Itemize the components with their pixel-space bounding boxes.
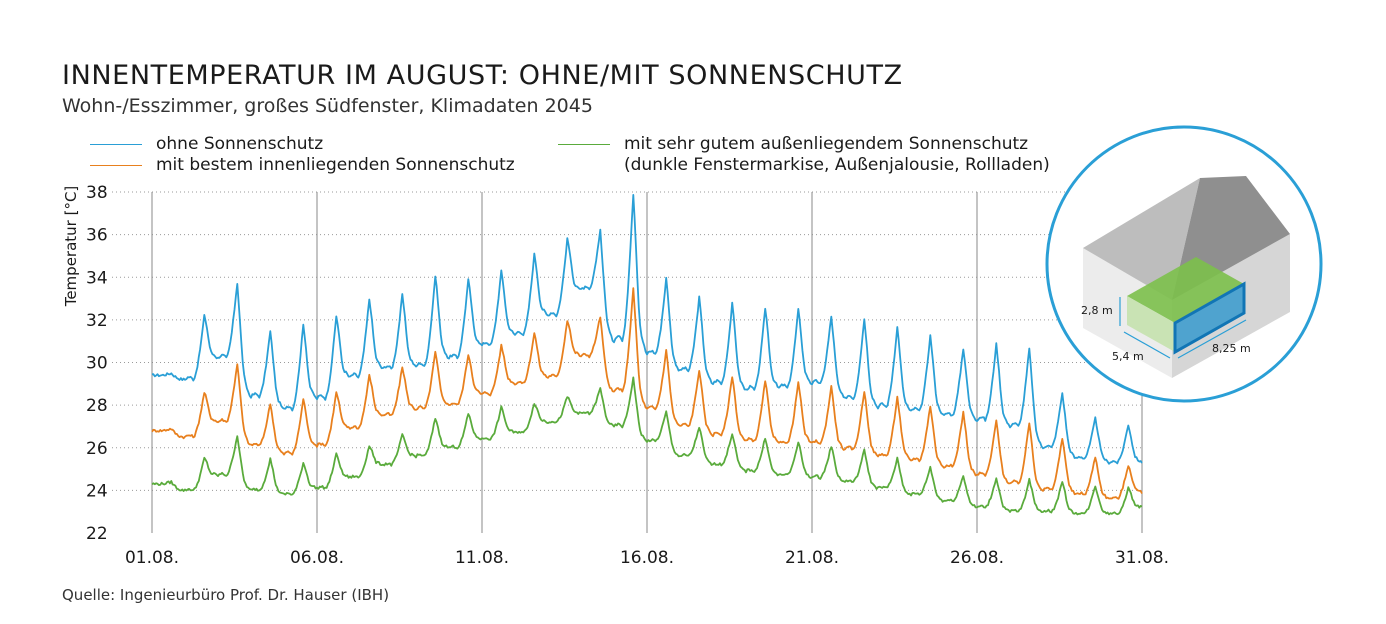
- height-dimension-label: 2,8 m: [1081, 304, 1113, 317]
- legend-note-aussen: (dunkle Fenstermarkise, Außenjalousie, R…: [624, 155, 1050, 175]
- x-axis-ticks: 01.08. 06.08. 11.08. 16.08. 21.08. 26.08. 31.0…: [125, 548, 1169, 568]
- series-line-2: [151, 287, 1143, 500]
- room-left-side: [1127, 296, 1175, 352]
- y-tick-label: 28: [86, 396, 108, 416]
- y-axis-label: Temperatur [°C]: [62, 186, 80, 308]
- y-tick-label: 30: [86, 354, 108, 374]
- x-tick-label: 21.08.: [785, 548, 839, 568]
- legend-swatch-aussen: [558, 144, 610, 145]
- y-tick-label: 34: [86, 268, 108, 288]
- legend-swatch-innen: [90, 165, 142, 166]
- chart-subtitle: Wohn-/Esszimmer, großes Südfenster, Klim…: [62, 95, 593, 117]
- x-tick-label: 06.08.: [290, 548, 344, 568]
- chart-title: INNENTEMPERATUR IM AUGUST: OHNE/MIT SONN…: [62, 60, 903, 91]
- series-line-1: [151, 194, 1143, 465]
- chart-series: [151, 194, 1143, 516]
- y-tick-label: 24: [86, 481, 108, 501]
- y-tick-label: 22: [86, 524, 108, 544]
- house-front-wall: [1083, 248, 1172, 378]
- x-tick-label: 26.08.: [950, 548, 1004, 568]
- y-tick-label: 36: [86, 226, 108, 246]
- y-tick-label: 26: [86, 439, 108, 459]
- legend-item-ohne: ohne Sonnenschutz: [90, 134, 323, 155]
- room-top: [1127, 257, 1244, 323]
- house-roof-left: [1083, 178, 1200, 300]
- y-tick-label: 32: [86, 311, 108, 331]
- house-roof-right: [1172, 176, 1290, 300]
- x-tick-label: 31.08.: [1115, 548, 1169, 568]
- chart-grid: [112, 191, 1143, 533]
- width-dimension-line: [1177, 319, 1247, 359]
- depth-dimension-line: [1123, 331, 1171, 359]
- y-axis-ticks: 22 24 26 28 30 32 34 36 38: [86, 183, 108, 544]
- legend-label-ohne: ohne Sonnenschutz: [156, 134, 324, 154]
- legend-item-innen: mit bestem innenliegenden Sonnenschutz: [90, 155, 515, 176]
- legend-label-aussen: mit sehr gutem außenliegendem Sonnenschu…: [624, 134, 1029, 154]
- legend-swatch-ohne: [90, 144, 142, 145]
- legend-item-aussen: mit sehr gutem außenliegendem Sonnenschu…: [558, 134, 1050, 176]
- series-line-3: [151, 376, 1143, 516]
- inset-circle: [1045, 125, 1323, 403]
- width-dimension-label: 8,25 m: [1212, 342, 1251, 355]
- x-tick-label: 01.08.: [125, 548, 179, 568]
- depth-dimension-label: 5,4 m: [1112, 350, 1144, 363]
- house-side-wall: [1172, 234, 1290, 378]
- room-window: [1173, 281, 1246, 355]
- source-note: Quelle: Ingenieurbüro Prof. Dr. Hauser (…: [62, 586, 390, 604]
- x-tick-label: 11.08.: [455, 548, 509, 568]
- y-tick-label: 38: [86, 183, 108, 203]
- legend-label-innen: mit bestem innenliegenden Sonnenschutz: [156, 155, 515, 175]
- x-tick-label: 16.08.: [620, 548, 674, 568]
